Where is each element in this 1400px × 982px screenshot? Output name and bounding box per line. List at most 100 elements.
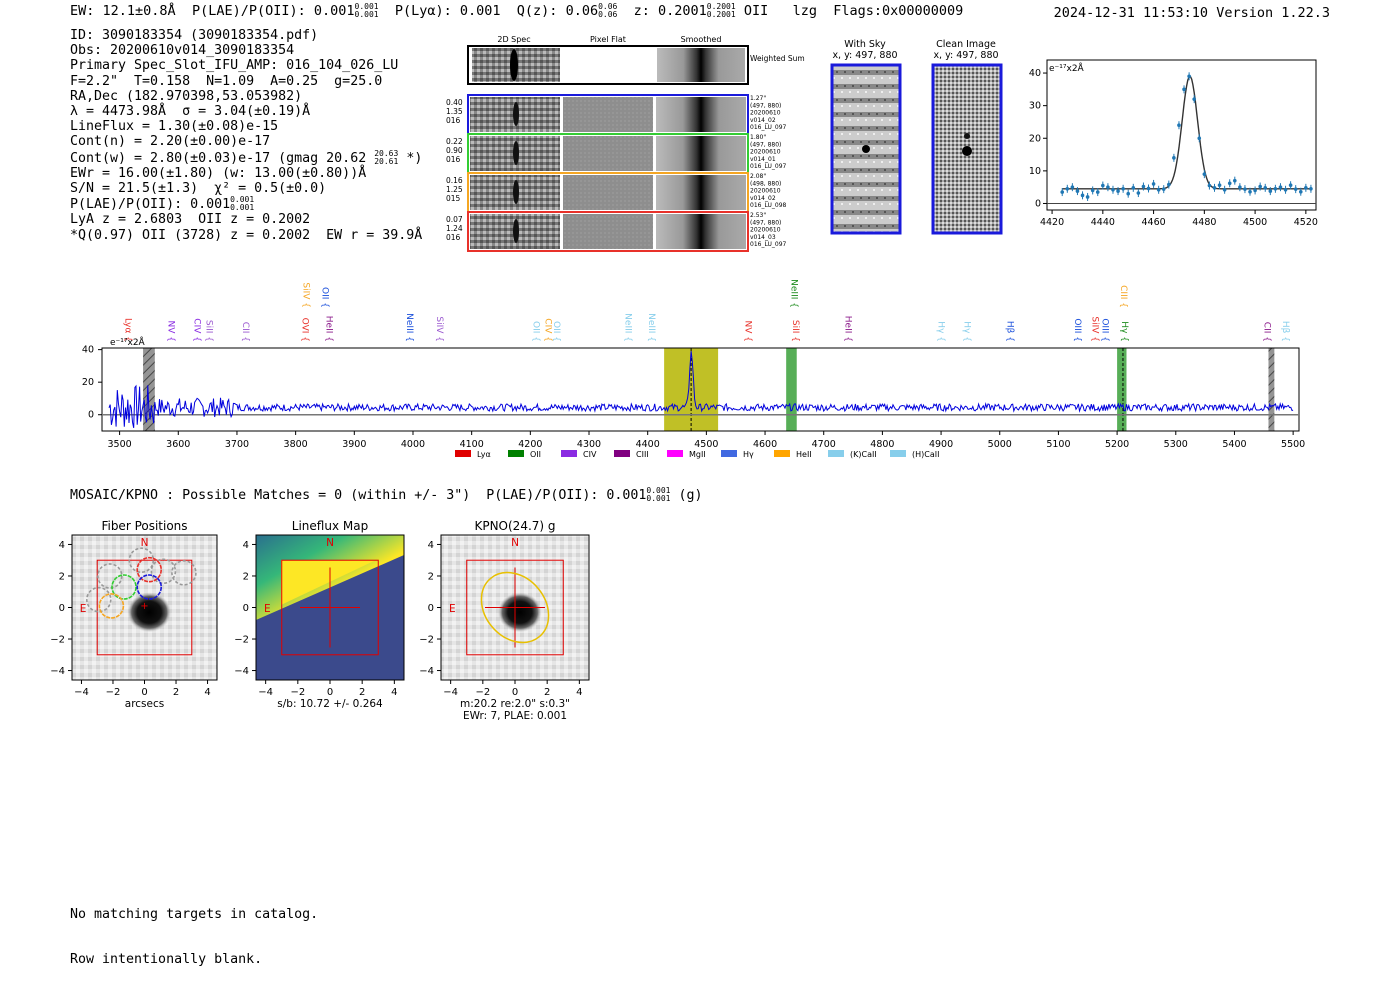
panel-3-xtick-4: 4 — [576, 687, 582, 698]
mosaic-panels: Fiber Positions N E + −4 −4 −2 −2 0 0 2 2 4 4 arcsecs L… — [50, 519, 590, 722]
panel-2-xtick-1: −2 — [290, 687, 305, 698]
spec-xtick-9: 4400 — [636, 439, 660, 450]
line-label-16: NV { — [743, 321, 753, 342]
radec-line: RA,Dec (182.970398,53.053982) — [70, 88, 303, 104]
spec-xtick-1: 3600 — [166, 439, 190, 450]
panel-3-ytick-4: 4 — [428, 540, 434, 551]
plya-value: P(Lyα): 0.001 — [394, 3, 501, 19]
panel-xlabel-2: s/b: 10.72 +/- 0.264 — [277, 698, 383, 710]
panel-3-xtick-0: −4 — [443, 687, 458, 698]
zoom-point — [1085, 195, 1090, 199]
spec-xtick-5: 4000 — [401, 439, 425, 450]
full-spectrum-chart: Lyα {NV {CIV {SiII {CII {SiIV {OII {OVI … — [82, 279, 1305, 459]
north-marker-2: N — [326, 537, 334, 549]
detection-info: ID: 3090183354 (3090183354.pdf) Obs: 202… — [70, 28, 422, 243]
svg-text:+: + — [140, 601, 148, 612]
clean-image-title: Clean Image — [936, 39, 996, 50]
line-label-11: OII { — [530, 321, 540, 342]
panel-2-ytick-2: 0 — [243, 603, 249, 614]
line-label-15: NeIII { — [646, 313, 656, 342]
zoom-ytick-4: 40 — [1029, 68, 1041, 79]
zoom-point — [1177, 123, 1181, 128]
galaxy-ellipse — [480, 571, 550, 644]
legend-label-6: HeII — [796, 450, 812, 459]
cutouts-panel: 2D Spec Pixel Flat Smoothed Weighted Sum… — [446, 35, 1003, 252]
row-2-left-1: 0.90 — [446, 146, 463, 155]
spec-ytick-1: 20 — [82, 377, 94, 388]
line-label-22: Hβ { — [1004, 321, 1014, 342]
legend-label-8: (H)CaII — [912, 450, 939, 459]
col-title-pixelflat: Pixel Flat — [590, 35, 626, 44]
zoom-point — [1273, 187, 1278, 191]
row-4-right-2: 20200610 — [750, 227, 781, 234]
spec-ytick-0: 0 — [88, 410, 94, 421]
zoom-point — [1248, 189, 1252, 194]
contn-line: Cont(n) = 2.20(±0.00)e-17 — [70, 134, 271, 150]
fiber-circle-3 — [171, 560, 197, 586]
line-label-25: OIII { — [1099, 318, 1109, 342]
zoom-line-chart: e⁻¹⁷x2Å 4420 4440 4460 4480 4500 4520 0 10 20 30 4… — [1029, 59, 1318, 228]
zoom-point — [1060, 190, 1065, 194]
with-sky-title: With Sky — [844, 39, 886, 50]
line-label-28: CII { — [1261, 322, 1271, 342]
row-3-left-2: 015 — [446, 194, 461, 203]
legend-label-0: Lyα — [477, 450, 491, 459]
legend-label-1: OII — [530, 450, 541, 459]
spec-xtick-13: 4800 — [870, 439, 894, 450]
spectrum-band-3 — [1117, 348, 1127, 431]
zoom-point — [1227, 181, 1232, 186]
line-label-4: CII { — [240, 322, 250, 342]
zoom-point — [1309, 187, 1313, 191]
catalog-line-2: Row intentionally blank. — [70, 952, 263, 967]
plae-header: P(LAE)/P(OII): 0.001 0.001 0.001 — [191, 2, 379, 20]
spectrum-band-4 — [1268, 348, 1275, 431]
spec-xtick-0: 3500 — [108, 439, 132, 450]
zoom-point — [1070, 185, 1075, 189]
zoom-point — [1263, 186, 1268, 190]
panel-1-xtick-2: 0 — [141, 687, 147, 698]
zoom-ytick-0: 0 — [1035, 198, 1041, 209]
z-value: z: 0.2001 0.2001 0.2001 OII — [633, 2, 769, 20]
row-1-right-1: (497, 880) — [750, 102, 781, 109]
spec-xtick-7: 4200 — [518, 439, 542, 450]
zoom-point — [1253, 188, 1257, 193]
spec-xtick-2: 3700 — [225, 439, 249, 450]
row-3-right-2: 20200610 — [750, 188, 781, 195]
north-marker-3: N — [511, 537, 519, 549]
zoom-point — [1304, 186, 1308, 190]
row-3-right-0: 2.08" — [750, 173, 766, 180]
zoom-point — [1238, 185, 1242, 189]
line-label-21: Hγ { — [962, 321, 972, 342]
legend-label-4: MgII — [689, 450, 706, 459]
spectrum-band-0 — [143, 348, 155, 431]
east-marker-3: E — [449, 603, 456, 615]
zoom-ytick-3: 30 — [1029, 101, 1041, 112]
summary-header: EW: 12.1±0.8Å P(LAE)/P(OII): 0.001 0.001 0… — [70, 2, 963, 20]
panel-2-xtick-2: 0 — [327, 687, 333, 698]
timestamp: 2024-12-31 11:53:10 — [1053, 5, 1209, 21]
line-label-26: CIII { — [1118, 285, 1128, 308]
row-3-right-1: (498, 880) — [750, 180, 781, 187]
zoom-point — [1217, 183, 1222, 188]
zoom-point — [1065, 187, 1070, 191]
line-label-19: HeII { — [842, 316, 852, 342]
mosaic-panel-3: KPNO(24.7) g N E −4 −4 −2 −2 0 0 2 2 4 4 m:20.2 re:2.… — [419, 519, 590, 722]
zoom-point — [1126, 191, 1131, 196]
row-4-right-4: 016_LU_097 — [750, 241, 787, 248]
line-label-2: CIV { — [192, 318, 202, 342]
zoom-xtick-0: 4420 — [1040, 217, 1064, 228]
spec-ytick-2: 40 — [82, 345, 94, 356]
spec-xtick-10: 4500 — [694, 439, 718, 450]
plae-line: P(LAE)/P(OII): 0.001 0.001 0.001 — [70, 195, 255, 213]
row-1-left-1: 1.35 — [446, 107, 463, 116]
spec-xtick-4: 3900 — [342, 439, 366, 450]
panel-3-ytick-2: 0 — [428, 603, 434, 614]
north-marker-1: N — [141, 537, 149, 549]
panel-title-3: KPNO(24.7) g — [474, 519, 555, 533]
zoom-point — [1116, 189, 1120, 193]
zoom-point — [1146, 186, 1151, 191]
zoom-xtick-2: 4460 — [1141, 217, 1165, 228]
spec-xtick-3: 3800 — [284, 439, 308, 450]
line-label-13: OII { — [551, 321, 561, 342]
